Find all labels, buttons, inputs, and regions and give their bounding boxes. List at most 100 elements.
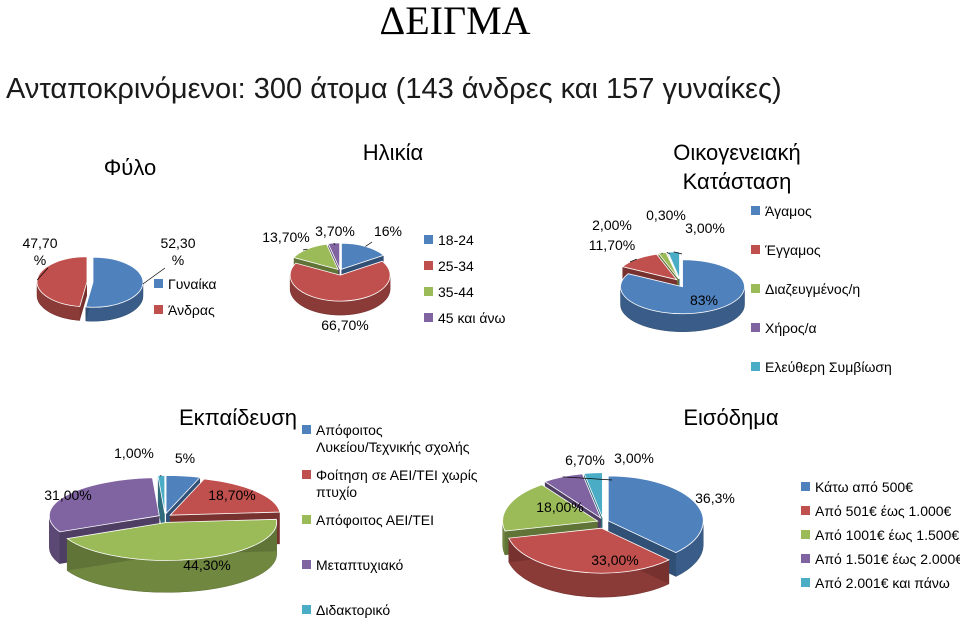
legend-entry: Έγγαμος (764, 242, 821, 258)
legend-entry: Ελεύθερη Συμβίωση (765, 359, 892, 375)
legend-entry: πτυχίο (316, 484, 357, 500)
data-label: 44,30% (183, 557, 230, 573)
data-label: 66,70% (321, 317, 368, 333)
page-subtitle: Ανταποκρινόμενοι: 300 άτομα (143 άνδρες … (6, 73, 782, 105)
data-label: 36,3% (695, 490, 735, 506)
legend-entry: Άγαμος (765, 203, 812, 219)
legend-swatch (751, 206, 760, 215)
legend-swatch (154, 305, 163, 314)
legend-entry: Γυναίκα (168, 276, 217, 292)
data-label: 52,30 (160, 235, 195, 251)
legend-swatch (801, 554, 810, 563)
leader-line (36, 267, 49, 281)
pie-chart-5: Εισόδημα 36,3% 33,00% 18,00% 6,70% 3,00% Κάτω … (502, 405, 960, 598)
legend-swatch (302, 425, 311, 434)
legend-swatch (424, 287, 433, 296)
legend-entry: Από 501€ έως 1.000€ (815, 503, 952, 519)
chart-title: Οικογενειακή (673, 140, 800, 165)
legend-swatch (302, 560, 311, 569)
pie-slice-από-1-501-έως-2-000- (543, 473, 602, 520)
data-label: 1,00% (114, 445, 154, 461)
legend-entry: 25-34 (438, 258, 474, 274)
leader-line (673, 251, 683, 255)
page-title: ΔΕΙΓΜΑ (379, 0, 530, 43)
data-label: 3,70% (315, 223, 355, 239)
data-label: % (34, 252, 46, 268)
legend-swatch (424, 313, 433, 322)
pie-slice-διδακτορικό (157, 475, 166, 514)
pie-chart-3: Οικογενειακή Κατάσταση 83% 11,70% 2,00% 0,30%… (589, 140, 892, 375)
pie-slice-άγαμος (620, 259, 745, 315)
data-label: 3,00% (614, 450, 654, 466)
data-label: 18,00% (536, 499, 583, 515)
data-label: 5% (175, 450, 195, 466)
pie-slice-από-501-έως-1-000- (508, 527, 670, 574)
legend-swatch (801, 506, 810, 515)
legend-swatch (751, 323, 760, 332)
legend-entry: Διδακτορικό (316, 602, 390, 618)
data-label: 18,70% (208, 487, 255, 503)
legend-swatch (424, 235, 433, 244)
pie-slice-25-34 (289, 260, 391, 302)
data-label: 83% (690, 292, 718, 308)
data-label: 11,70% (589, 237, 635, 253)
legend-swatch (751, 245, 760, 254)
legend-entry: Φοίτηση σε ΑΕΙ/ΤΕΙ χωρίς (316, 467, 478, 483)
chart-title: Εισόδημα (683, 405, 779, 430)
legend-swatch (801, 578, 810, 587)
legend-entry: Από 1001€ έως 1.500€ (815, 527, 959, 543)
chart-title: Εκπαίδευση (179, 405, 297, 430)
chart-title: Ηλικία (363, 140, 424, 165)
data-label: 31,00% (44, 487, 91, 503)
legend-swatch (751, 362, 760, 371)
pie-slice-μεταπτυχιακό (48, 477, 160, 533)
data-label: 13,70% (262, 229, 309, 245)
legend-entry: Απόφοιτος (316, 422, 383, 438)
pie-slice-έγγαμος (621, 253, 678, 281)
legend-entry: Χήρος/α (765, 320, 817, 336)
leader-line (142, 267, 166, 285)
leader-line (562, 476, 613, 481)
pie-slice-35-44 (293, 243, 339, 271)
leader-line (666, 251, 671, 255)
data-label: 2,00% (592, 217, 632, 233)
pie-slice-απόφοιτος-αει-τει (66, 518, 278, 561)
legend-swatch (154, 279, 163, 288)
legend-swatch (424, 261, 433, 270)
legend-entry: 18-24 (438, 232, 474, 248)
legend-swatch (801, 530, 810, 539)
data-label: 3,00% (685, 220, 725, 236)
data-label: 0,30% (646, 207, 686, 223)
data-label: 16% (374, 223, 402, 239)
legend-entry: Από 2.001€ και πάνω (815, 575, 950, 591)
legend-swatch (751, 284, 760, 293)
leader-line (159, 475, 162, 477)
pie-slice-από-1001-έως-1-500- (502, 484, 599, 532)
leader-line (302, 248, 308, 251)
pie-slice-φοίτηση-σε-αει-τει-χωρίς-πτυχίο (169, 478, 281, 516)
legend-swatch (302, 470, 311, 479)
pie-chart-4: Εκπαίδευση 5% 18,70% 44,30% 31,00% 1,00% Απόφο… (44, 405, 478, 618)
pie-slice-45-και-άνω (327, 242, 341, 270)
legend-swatch (302, 515, 311, 524)
legend-swatch (801, 482, 810, 491)
data-label: 6,70% (565, 452, 605, 468)
pie-slice-κάτω-από-500- (607, 475, 704, 554)
legend-entry: Κάτω από 500€ (815, 479, 913, 495)
legend-swatch (302, 605, 311, 614)
chart-title: Φύλο (104, 155, 157, 180)
pie-slice-wall (79, 281, 88, 321)
data-label: % (172, 252, 184, 268)
legend-entry: 45 και άνω (438, 310, 505, 326)
legend-entry: Από 1.501€ έως 2.000€ (815, 551, 960, 567)
pie-chart-2: Ηλικία 16% 66,70% 13,70% 3,70% 18-24 25-34 35-4… (262, 140, 505, 333)
data-label: 33,00% (591, 552, 638, 568)
leader-line (629, 258, 637, 263)
legend-entry: Άνδρας (168, 302, 215, 318)
leader-line (333, 242, 336, 246)
pie-slice-απόφοιτος-λυκείου-τεχνικής-σχολής (165, 475, 201, 515)
pie-slice-από-2-001-και-πάνω (583, 472, 603, 518)
legend-entry: Λυκείου/Τεχνικής σχολής (316, 439, 470, 455)
